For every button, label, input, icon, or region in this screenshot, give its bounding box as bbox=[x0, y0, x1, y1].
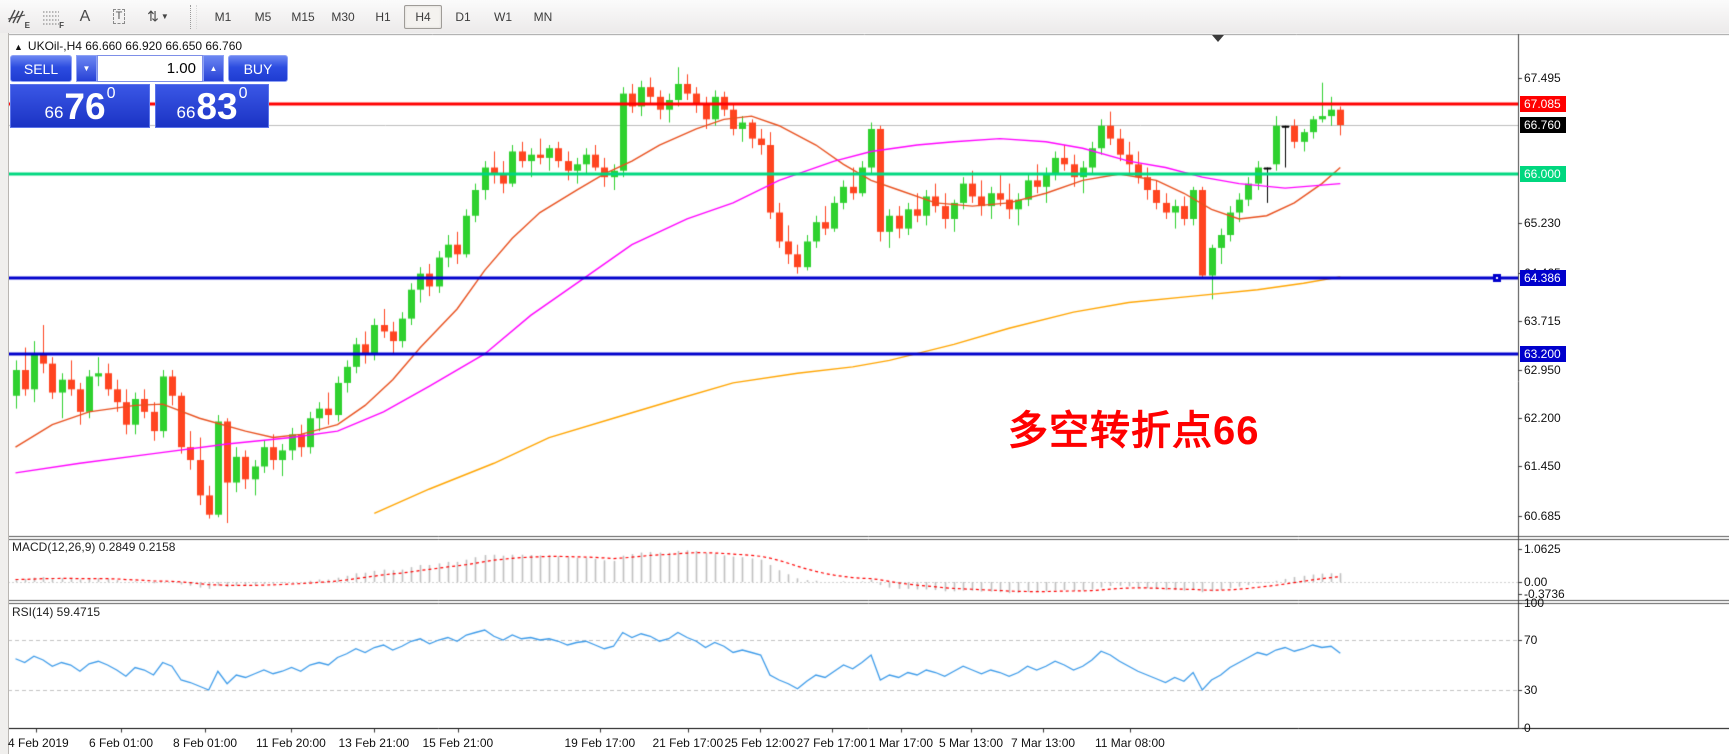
window-left-edge bbox=[0, 33, 9, 754]
price-tick-label: 60.685 bbox=[1524, 508, 1561, 523]
price-badge: 67.085 bbox=[1520, 96, 1566, 113]
sell-price-base: 66 bbox=[44, 103, 64, 122]
price-badge: 64.386 bbox=[1520, 269, 1566, 286]
expert-advisors-glyph bbox=[7, 9, 26, 23]
rsi-scale-label: 0 bbox=[1524, 720, 1531, 735]
buy-button[interactable]: BUY bbox=[228, 55, 288, 82]
toolbar-separator bbox=[190, 4, 197, 29]
price-tick-label: 62.200 bbox=[1524, 411, 1561, 426]
time-tick-label: 19 Feb 17:00 bbox=[564, 735, 636, 750]
buy-price-display[interactable]: 66 83 0 bbox=[155, 84, 269, 128]
chart-window: ▲ UKOil-,H4 66.660 66.920 66.650 66.760 S… bbox=[0, 33, 1729, 754]
rsi-scale-label: 30 bbox=[1524, 683, 1538, 697]
macd-scale-label: -0.3736 bbox=[1524, 586, 1565, 601]
grid-template-icon[interactable]: F bbox=[36, 3, 66, 31]
price-tick-label: 63.715 bbox=[1524, 313, 1561, 328]
text-label-icon[interactable]: A bbox=[70, 3, 100, 31]
price-tick-label: 67.495 bbox=[1524, 70, 1561, 85]
rsi-scale-label: 70 bbox=[1524, 633, 1538, 647]
symbol-ohlc-text: UKOil-,H4 66.660 66.920 66.650 66.760 bbox=[27, 39, 243, 53]
price-badge: 66.760 bbox=[1520, 117, 1566, 134]
time-tick-label: 6 Feb 01:00 bbox=[89, 735, 154, 750]
time-tick-label: 4 Feb 2019 bbox=[8, 735, 69, 750]
timeframe-m5-button[interactable]: M5 bbox=[254, 9, 272, 24]
chart-text-annotation[interactable]: 多空转折点66 bbox=[1008, 409, 1260, 453]
dropdown-caret-icon[interactable]: ▼ bbox=[160, 12, 169, 21]
one-click-trading-panel: SELL ▼ 1.00 ▲ BUY 66 76 0 66 83 0 bbox=[10, 55, 288, 128]
sell-price-display[interactable]: 66 76 0 bbox=[10, 84, 150, 128]
sell-price-pips: 76 bbox=[64, 86, 106, 127]
text-box-icon[interactable]: T bbox=[104, 3, 134, 31]
price-tick-label: 65.230 bbox=[1524, 216, 1561, 231]
time-tick-label: 5 Mar 13:00 bbox=[939, 735, 1004, 750]
symbol-info: ▲ UKOil-,H4 66.660 66.920 66.650 66.760 bbox=[14, 39, 242, 53]
chart-canvas[interactable] bbox=[0, 33, 1729, 754]
time-tick-label: 8 Feb 01:00 bbox=[173, 735, 238, 750]
timeframe-m30-button[interactable]: M30 bbox=[331, 9, 355, 24]
price-badge: 63.200 bbox=[1520, 345, 1566, 362]
chart-shift-marker[interactable] bbox=[1212, 35, 1224, 42]
timeframe-m15-button[interactable]: M15 bbox=[291, 9, 315, 24]
grid-glyph bbox=[43, 11, 59, 24]
time-tick-label: 27 Feb 17:00 bbox=[796, 735, 868, 750]
buy-price-base: 66 bbox=[176, 103, 196, 122]
arrow-tools-icon[interactable]: ⇅ ▼ bbox=[138, 3, 178, 31]
timeframe-h4-button[interactable]: H4 bbox=[404, 4, 442, 29]
price-badge: 66.000 bbox=[1520, 165, 1566, 182]
timeframe-mn-button[interactable]: MN bbox=[533, 9, 553, 24]
toolbar: E F A T ⇅ ▼ M1 M5 M15 M30 H1 H4 D1 W1 MN bbox=[0, 0, 1729, 34]
macd-indicator-label: MACD(12,26,9) 0.2849 0.2158 bbox=[12, 540, 176, 554]
macd-scale-label: 0.00 bbox=[1524, 575, 1548, 589]
price-tick-label: 61.450 bbox=[1524, 459, 1561, 474]
time-tick-label: 21 Feb 17:00 bbox=[652, 735, 724, 750]
sell-button[interactable]: SELL bbox=[10, 55, 72, 82]
timeframe-m1-button[interactable]: M1 bbox=[214, 9, 232, 24]
icon-subscript: F bbox=[59, 20, 64, 30]
time-tick-label: 1 Mar 17:00 bbox=[869, 735, 934, 750]
text-box-glyph: T bbox=[112, 9, 126, 24]
time-tick-label: 11 Mar 08:00 bbox=[1095, 735, 1165, 750]
text-label-glyph: A bbox=[79, 7, 91, 25]
timeframe-h1-button[interactable]: H1 bbox=[375, 9, 391, 24]
rsi-scale-label: 100 bbox=[1524, 595, 1545, 610]
rsi-indicator-label: RSI(14) 59.4715 bbox=[12, 605, 101, 619]
timeframe-w1-button[interactable]: W1 bbox=[494, 9, 512, 24]
time-tick-label: 13 Feb 21:00 bbox=[338, 735, 410, 750]
volume-decrease-button[interactable]: ▼ bbox=[76, 55, 97, 82]
expert-advisors-icon[interactable]: E bbox=[2, 3, 32, 31]
time-tick-label: 25 Feb 12:00 bbox=[724, 735, 796, 750]
time-tick-label: 11 Feb 20:00 bbox=[256, 735, 326, 750]
icon-subscript: E bbox=[24, 20, 30, 30]
macd-scale-label: 1.0625 bbox=[1524, 542, 1561, 557]
time-tick-label: 7 Mar 13:00 bbox=[1011, 735, 1076, 750]
sell-price-point: 0 bbox=[106, 85, 116, 102]
volume-increase-button[interactable]: ▲ bbox=[203, 55, 224, 82]
buy-price-pips: 83 bbox=[196, 86, 238, 127]
symbol-collapse-arrow[interactable]: ▲ bbox=[14, 42, 23, 52]
buy-price-point: 0 bbox=[238, 85, 248, 102]
timeframe-d1-button[interactable]: D1 bbox=[455, 9, 471, 24]
arrows-glyph: ⇅ bbox=[147, 8, 159, 24]
price-tick-label: 62.950 bbox=[1524, 363, 1561, 378]
time-tick-label: 15 Feb 21:00 bbox=[422, 735, 494, 750]
volume-input[interactable]: 1.00 bbox=[97, 55, 203, 82]
